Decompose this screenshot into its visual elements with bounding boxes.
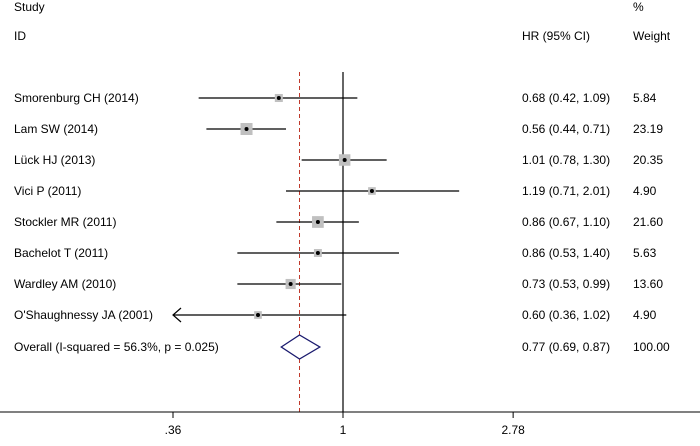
study-label: Lück HJ (2013) xyxy=(14,153,96,167)
ci-arrow xyxy=(172,307,182,323)
header-study: Study xyxy=(14,0,45,14)
study-weight: 23.19 xyxy=(633,122,664,136)
study-weight: 5.63 xyxy=(633,246,657,260)
x-tick-label: 1 xyxy=(340,423,347,437)
point-estimate xyxy=(369,189,374,193)
x-tick-label: .36 xyxy=(165,423,182,437)
overall-label: Overall (I-squared = 56.3%, p = 0.025) xyxy=(14,340,219,354)
study-label: Stockler MR (2011) xyxy=(14,215,117,229)
header-weight: Weight xyxy=(633,29,671,43)
study-label: Lam SW (2014) xyxy=(14,122,99,136)
study-weight: 21.60 xyxy=(633,215,664,229)
study-label: Smorenburg CH (2014) xyxy=(14,91,139,105)
header-hr: HR (95% CI) xyxy=(522,29,591,43)
study-hr: 0.86 (0.67, 1.10) xyxy=(522,215,611,229)
study-label: Vici P (2011) xyxy=(14,184,82,198)
study-weight: 4.90 xyxy=(633,184,657,198)
point-estimate xyxy=(342,158,347,162)
point-estimate xyxy=(244,127,249,131)
study-hr: 0.73 (0.53, 0.99) xyxy=(522,277,611,291)
study-hr: 0.68 (0.42, 1.09) xyxy=(522,91,611,105)
study-weight: 13.60 xyxy=(633,277,664,291)
x-tick-label: 2.78 xyxy=(501,423,525,437)
overall-weight: 100.00 xyxy=(633,340,670,354)
point-estimate xyxy=(315,220,320,224)
overall-diamond xyxy=(280,334,322,360)
study-hr: 0.56 (0.44, 0.71) xyxy=(522,122,611,136)
study-hr: 1.19 (0.71, 2.01) xyxy=(522,184,611,198)
study-hr: 1.01 (0.78, 1.30) xyxy=(522,153,611,167)
study-weight: 20.35 xyxy=(633,153,664,167)
study-weight: 5.84 xyxy=(633,91,657,105)
point-estimate xyxy=(288,282,293,286)
study-hr: 0.60 (0.36, 1.02) xyxy=(522,308,611,322)
study-label: Wardley AM (2010) xyxy=(14,277,117,291)
header-percent: % xyxy=(633,0,644,14)
point-estimate xyxy=(315,251,320,255)
header-id: ID xyxy=(14,29,26,43)
study-label: Bachelot T (2011) xyxy=(14,246,109,260)
study-label: O'Shaughnessy JA (2001) xyxy=(14,308,154,322)
point-estimate xyxy=(256,313,260,317)
study-weight: 4.90 xyxy=(633,308,657,322)
point-estimate xyxy=(276,96,281,100)
overall-hr: 0.77 (0.69, 0.87) xyxy=(522,340,611,354)
study-hr: 0.86 (0.53, 1.40) xyxy=(522,246,611,260)
